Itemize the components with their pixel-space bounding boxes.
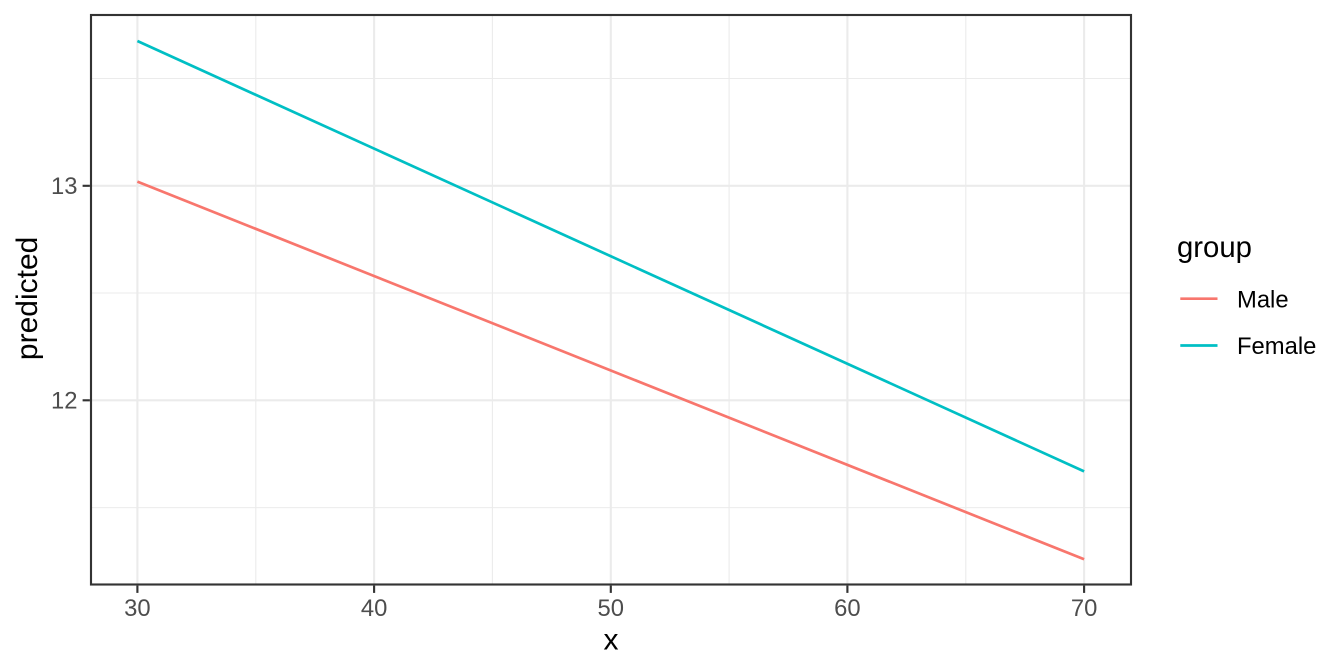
svg-text:13: 13: [51, 173, 77, 200]
svg-text:Male: Male: [1237, 287, 1289, 314]
svg-text:70: 70: [1071, 595, 1097, 622]
svg-text:x: x: [604, 624, 619, 657]
svg-text:40: 40: [361, 595, 387, 622]
svg-text:12: 12: [51, 388, 77, 415]
svg-text:predicted: predicted: [11, 237, 44, 360]
svg-text:60: 60: [834, 595, 860, 622]
svg-text:50: 50: [598, 595, 624, 622]
svg-text:group: group: [1177, 231, 1252, 264]
svg-text:Female: Female: [1237, 333, 1316, 360]
svg-text:30: 30: [124, 595, 150, 622]
